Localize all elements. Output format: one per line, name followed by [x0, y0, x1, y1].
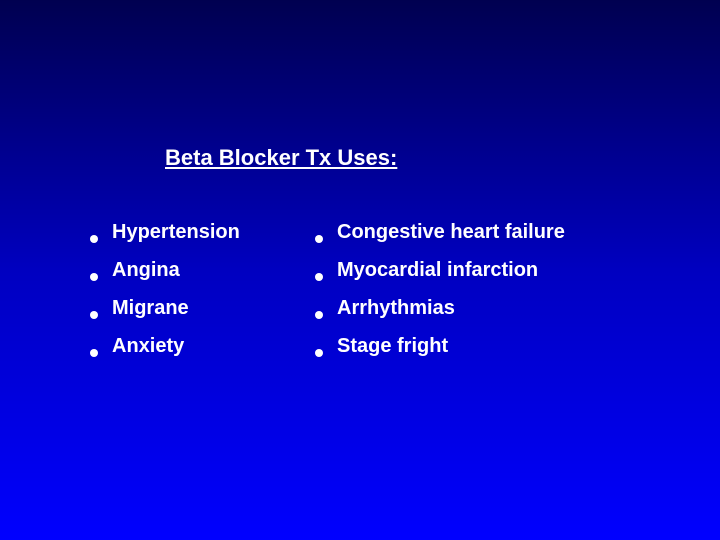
bullet-icon	[90, 349, 98, 357]
bullet-icon	[90, 273, 98, 281]
list-item-label: Hypertension	[112, 220, 240, 244]
list-item-label: Arrhythmias	[337, 296, 455, 320]
content-columns: Hypertension Angina Migrane Anxiety Cong…	[90, 220, 660, 372]
list-item-label: Migrane	[112, 296, 189, 320]
list-item: Migrane	[90, 296, 315, 320]
bullet-icon	[90, 235, 98, 243]
list-item: Congestive heart failure	[315, 220, 660, 244]
bullet-icon	[90, 311, 98, 319]
list-item: Stage fright	[315, 334, 660, 358]
list-item: Anxiety	[90, 334, 315, 358]
slide: Beta Blocker Tx Uses: Hypertension Angin…	[0, 0, 720, 540]
bullet-icon	[315, 273, 323, 281]
bullet-icon	[315, 349, 323, 357]
right-column: Congestive heart failure Myocardial infa…	[315, 220, 660, 372]
left-column: Hypertension Angina Migrane Anxiety	[90, 220, 315, 372]
list-item-label: Myocardial infarction	[337, 258, 538, 282]
slide-title: Beta Blocker Tx Uses:	[165, 145, 397, 171]
list-item-label: Angina	[112, 258, 180, 282]
list-item: Hypertension	[90, 220, 315, 244]
list-item: Angina	[90, 258, 315, 282]
list-item-label: Congestive heart failure	[337, 220, 565, 244]
bullet-icon	[315, 235, 323, 243]
list-item: Arrhythmias	[315, 296, 660, 320]
list-item-label: Stage fright	[337, 334, 448, 358]
list-item: Myocardial infarction	[315, 258, 660, 282]
bullet-icon	[315, 311, 323, 319]
list-item-label: Anxiety	[112, 334, 184, 358]
